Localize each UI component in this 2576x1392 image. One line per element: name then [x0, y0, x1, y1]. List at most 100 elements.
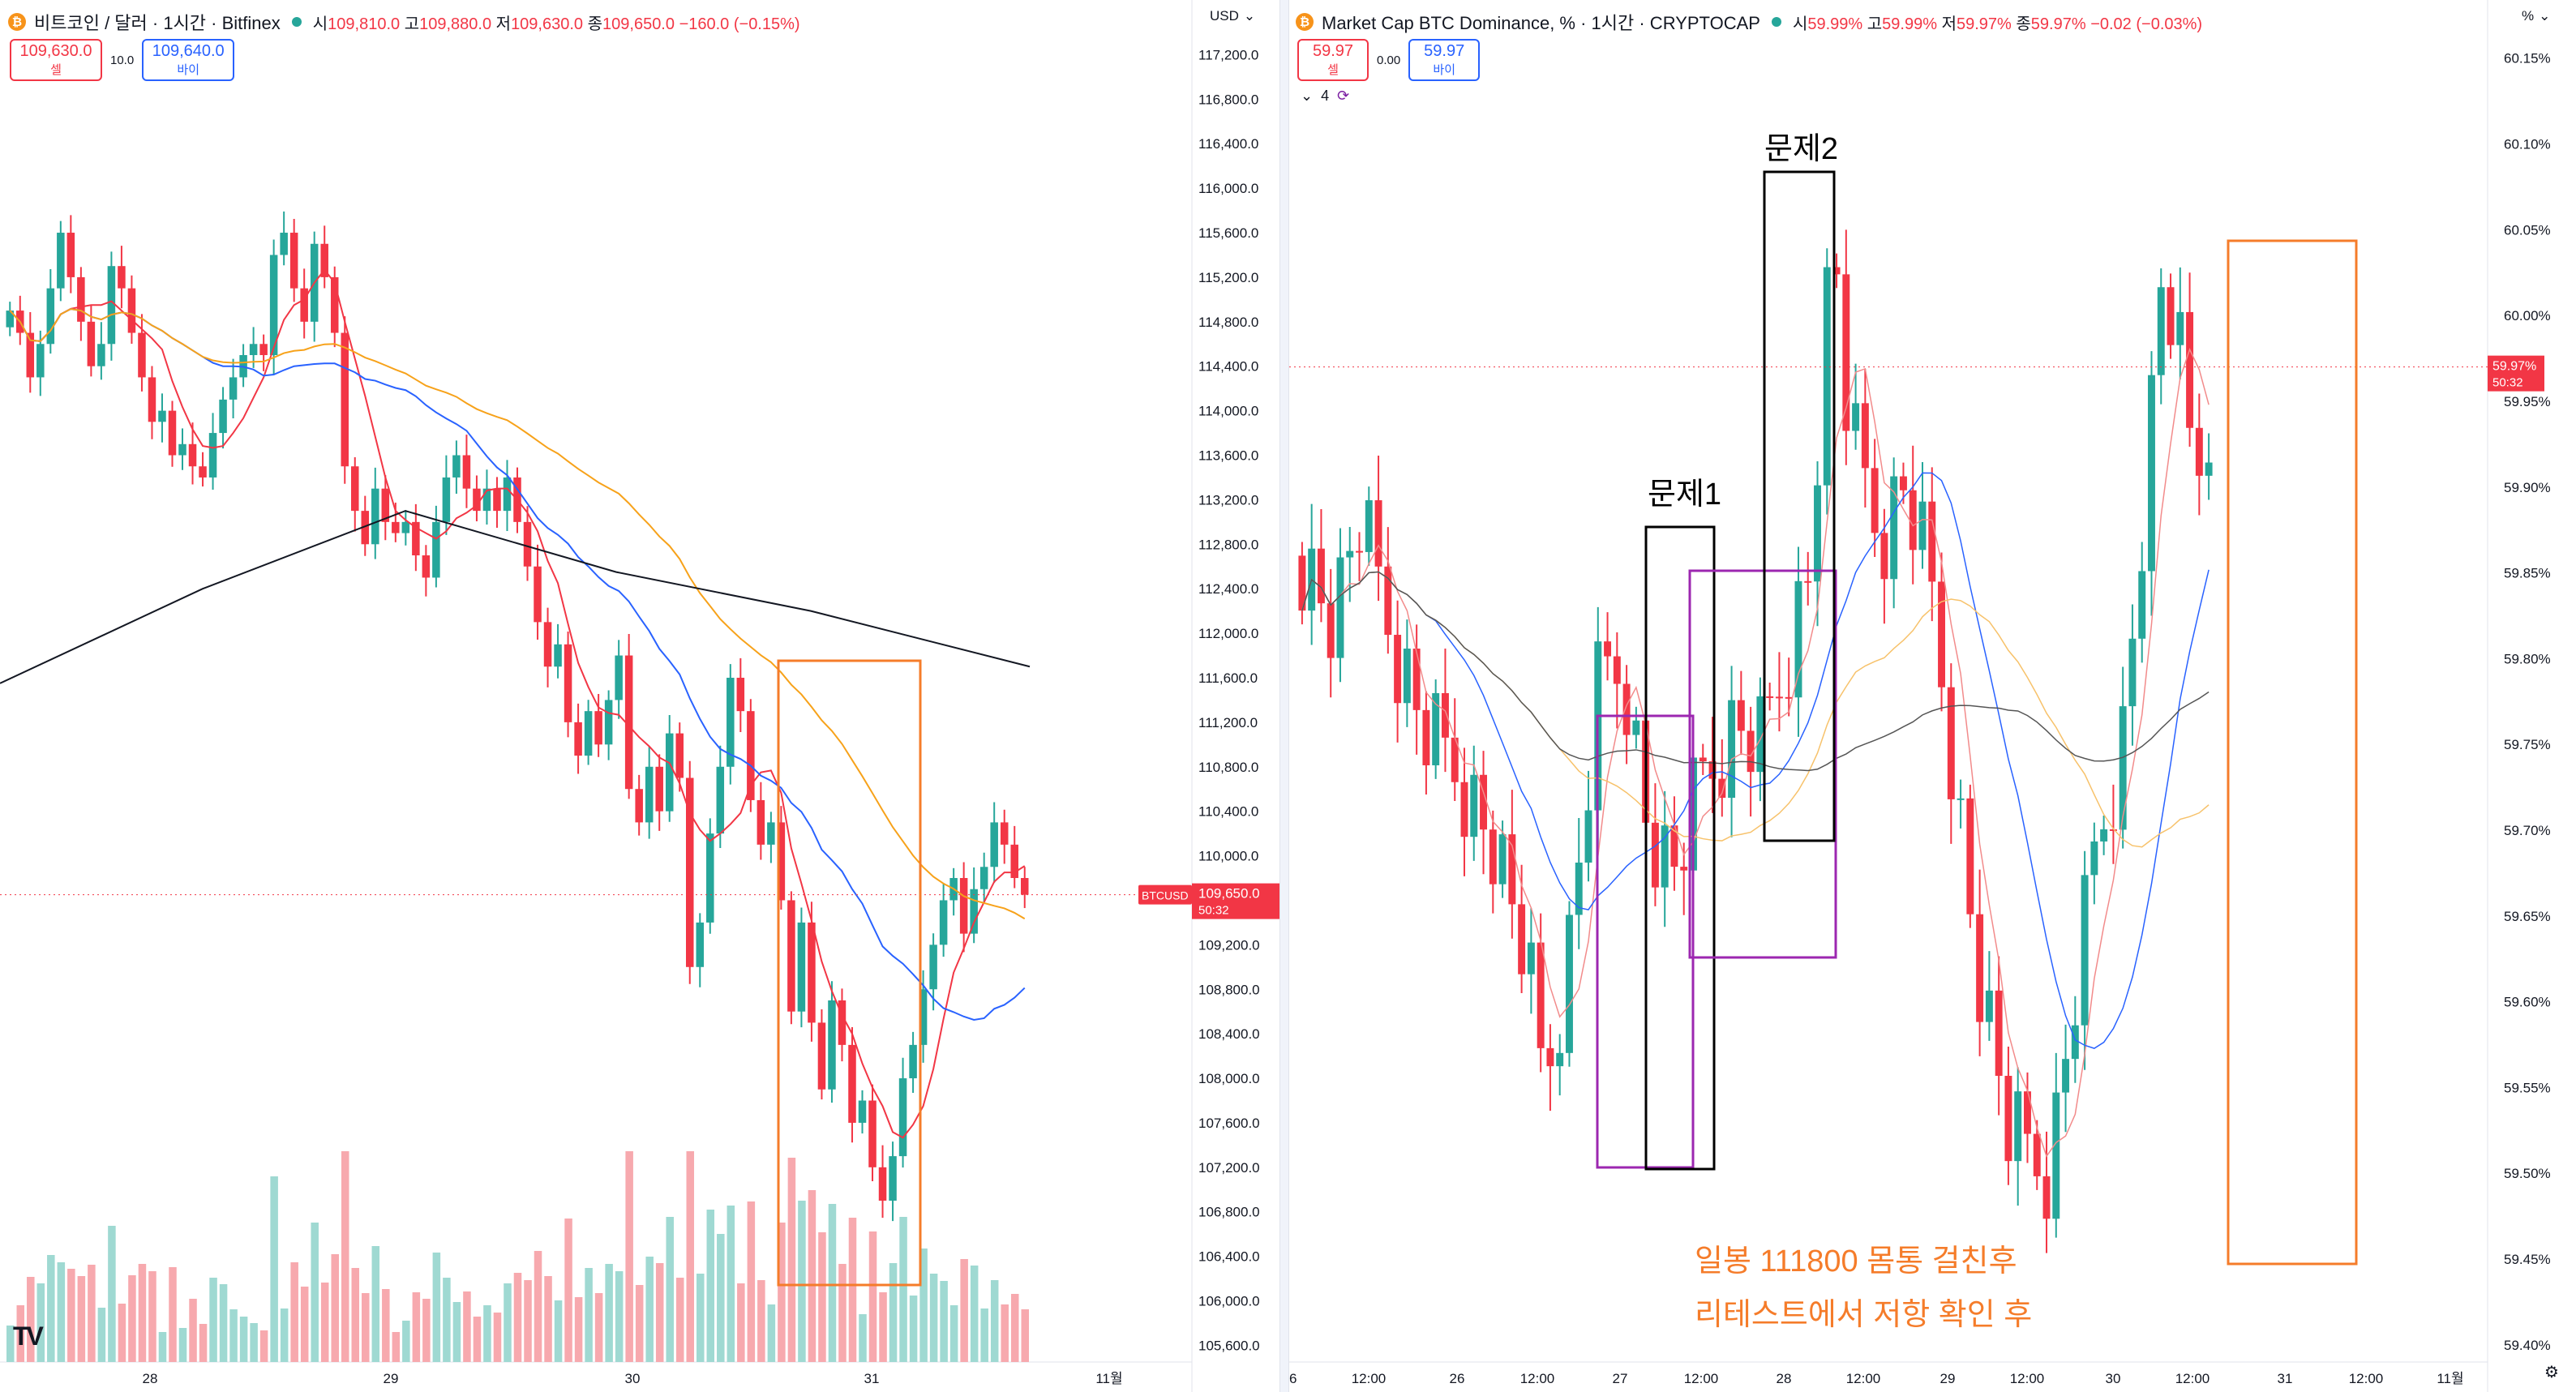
btc-dominance-chart-pane[interactable]: 60.15% 60.10% 60.05% 60.00% 59.95% 59.90% 59.8… [1289, 0, 2576, 1392]
volume-bar [169, 1267, 177, 1362]
volume-bar [178, 1328, 187, 1362]
volume-bar [615, 1271, 624, 1362]
price-tick-label: 59.70% [2504, 823, 2551, 838]
candle-body [87, 321, 96, 366]
buy-button[interactable]: 59.97 바이 [1408, 39, 1481, 81]
currency-selector[interactable]: USD ⌄ [1210, 8, 1256, 24]
symbol-title[interactable]: Market Cap BTC Dominance, % · 1시간 · CRYP… [1322, 13, 1760, 33]
market-open-icon [291, 17, 302, 27]
candle-body [188, 443, 197, 467]
candle-body [493, 488, 501, 512]
volume-bar [778, 1223, 786, 1362]
volume-bar [524, 1280, 532, 1362]
candle-body [219, 399, 227, 434]
candle-body [1480, 774, 1488, 830]
candle-body [1718, 778, 1726, 799]
volume-bar [625, 1151, 633, 1362]
problem2-label: 문제2 [1764, 132, 1838, 166]
candle-body [1947, 687, 1955, 799]
candle-body [534, 566, 542, 623]
candle-body [2128, 638, 2137, 707]
indicator-toggle[interactable]: ⌄ 4 ⟳ [1301, 88, 1349, 105]
candle-body [1804, 580, 1812, 583]
price-tick-label: 110,800.0 [1198, 760, 1258, 775]
volume-bar [675, 1278, 684, 1362]
price-tick-label: 106,000.0 [1198, 1294, 1260, 1309]
buy-button[interactable]: 109,640.0 바이 [142, 39, 235, 81]
candle-body [1412, 649, 1421, 710]
btcusd-chart-pane[interactable]: 117,200.0 116,800.0 116,400.0 116,000.0 115,… [0, 0, 1279, 1392]
btc-dominance-chart[interactable]: 60.15% 60.10% 60.05% 60.00% 59.95% 59.90% 59.8… [1289, 0, 2576, 1392]
volume-bar [554, 1300, 563, 1362]
candle-body [2100, 829, 2108, 842]
candle-body [1546, 1047, 1554, 1067]
volume-bar [666, 1217, 674, 1362]
right-chart-header: ₿ Market Cap BTC Dominance, % · 1시간 · CR… [1296, 8, 2202, 36]
volume-bar [209, 1278, 217, 1362]
range-box-purple [1688, 569, 1837, 959]
tradingview-logo[interactable]: TV [13, 1321, 44, 1351]
candle-body [817, 1022, 826, 1090]
candle-body [675, 733, 684, 778]
volume-bar [371, 1246, 380, 1362]
volume-bar [717, 1234, 725, 1362]
settings-icon[interactable]: ⚙ [2544, 1364, 2559, 1381]
candle-body [1842, 274, 1850, 431]
price-tick-label: 115,600.0 [1198, 225, 1258, 241]
volume-bar [889, 1263, 898, 1362]
time-tick-label: 12:00 [2010, 1371, 2045, 1386]
candle-body [118, 266, 126, 289]
moving-average-line [9, 268, 1026, 1139]
volume-bar [767, 1304, 776, 1362]
volume-bar [320, 1283, 329, 1362]
sync-icon[interactable]: ⟳ [1337, 88, 1350, 104]
candle-body [1527, 942, 1535, 974]
time-tick-label: 12:00 [1352, 1371, 1387, 1386]
candle-body [838, 1000, 847, 1045]
candle-body [1384, 566, 1392, 636]
candle-body [543, 622, 552, 667]
candle-body [1737, 700, 1745, 731]
candle-body [889, 1156, 897, 1201]
candle-body [1403, 649, 1411, 704]
moving-average-line [1301, 472, 2210, 1049]
unit-selector[interactable]: % ⌄ [2522, 8, 2551, 24]
note-line-1: 일봉 111800 몸통 걸친후 [1695, 1244, 2017, 1278]
ticker-tag [1138, 884, 1192, 905]
time-tick-label: 28 [143, 1371, 158, 1386]
volume-bar [77, 1276, 86, 1362]
volume-bar [239, 1317, 248, 1362]
volume-bar [199, 1324, 208, 1362]
price-tick-label: 59.95% [2504, 394, 2551, 409]
time-tick-label: 12:00 [2175, 1371, 2210, 1386]
candle-body [1938, 581, 1946, 687]
volume-bar [422, 1299, 431, 1362]
price-tick-label: 59.75% [2504, 737, 2551, 752]
candle-body [2004, 1076, 2012, 1162]
sell-button[interactable]: 109,630.0 셀 [10, 39, 102, 81]
volume-bar [990, 1280, 999, 1362]
volume-bar [818, 1232, 826, 1362]
volume-bar [148, 1271, 156, 1362]
candle-body [1957, 798, 1965, 800]
candle-body [66, 233, 75, 277]
ohlc-readout: 시109,810.0 고109,880.0 저109,630.0 종109,65… [312, 15, 800, 33]
volume-bar [118, 1304, 126, 1362]
symbol-title[interactable]: 비트코인 / 달러 · 1시간 · Bitfinex [34, 13, 281, 33]
volume-bar [940, 1281, 948, 1362]
candle-body [2081, 875, 2089, 1026]
price-tick-label: 59.85% [2504, 566, 2551, 581]
ticker-tag-label: BTCUSD [1142, 889, 1189, 902]
sell-button[interactable]: 59.97 셀 [1297, 39, 1369, 81]
candle-body [736, 677, 745, 712]
candle-body [868, 1100, 877, 1167]
chevron-down-icon: ⌄ [1301, 88, 1314, 104]
candle-body [168, 410, 177, 456]
btcusd-chart[interactable]: 117,200.0 116,800.0 116,400.0 116,000.0 115,… [0, 0, 1279, 1392]
candle-body [392, 521, 400, 533]
volume-bar [483, 1305, 491, 1362]
volume-bar [686, 1151, 695, 1362]
candle-body [1356, 550, 1363, 553]
candle-body [1651, 822, 1659, 888]
pane-divider[interactable] [1279, 0, 1289, 1392]
